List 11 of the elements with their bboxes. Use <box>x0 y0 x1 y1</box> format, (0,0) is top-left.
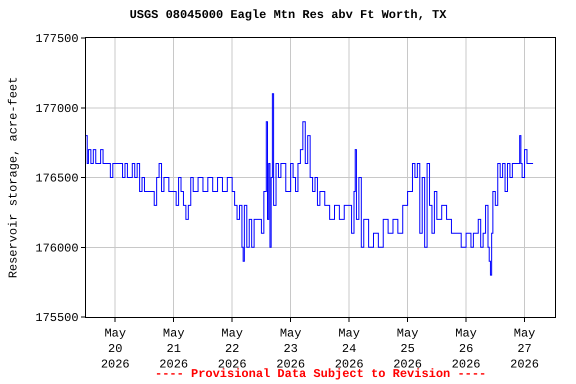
x-tick-label: May 21 2026 <box>159 326 188 372</box>
y-axis-title: Reservoir storage, acre-feet <box>6 76 21 278</box>
x-tick-label: May 27 2026 <box>510 326 539 372</box>
y-tick-label: 176000 <box>35 241 79 256</box>
x-tick-label: May 20 2026 <box>100 326 130 372</box>
chart-title: USGS 08045000 Eagle Mtn Res abv Ft Worth, TX <box>130 8 448 22</box>
y-tick-label: 177000 <box>35 102 79 116</box>
x-tick-label: May 26 2026 <box>452 326 480 372</box>
y-tick-label: 175500 <box>35 311 79 326</box>
y-tick-label: 177500 <box>35 32 79 46</box>
y-tick-label: 176500 <box>35 172 79 186</box>
